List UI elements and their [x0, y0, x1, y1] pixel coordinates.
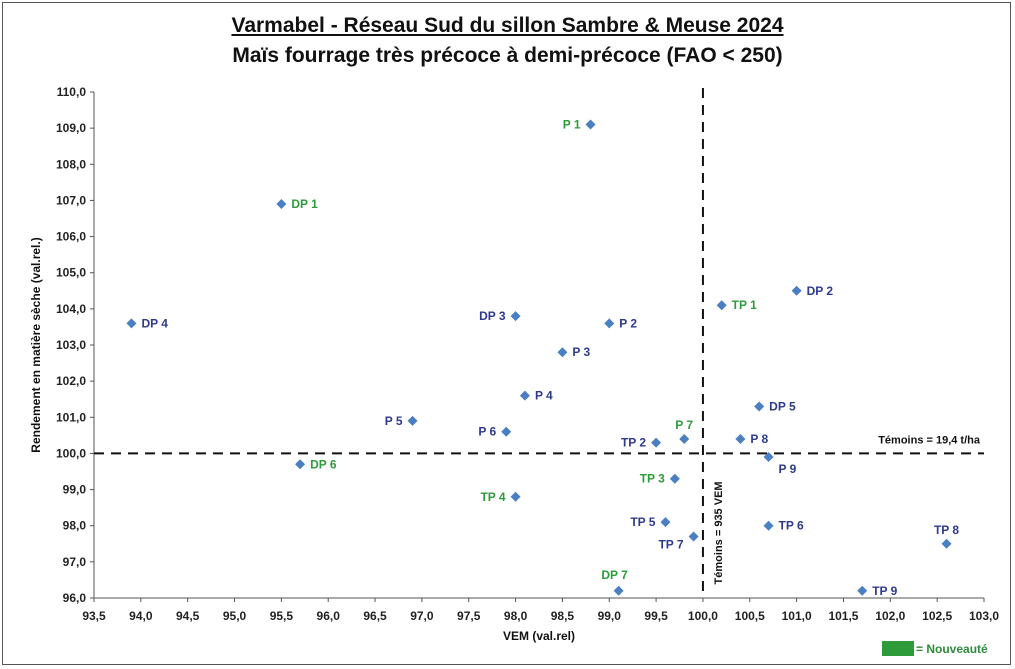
data-point-label: DP 3: [479, 309, 506, 323]
x-tick-label: 93,5: [82, 609, 106, 623]
y-tick-label: 98,0: [63, 519, 87, 533]
legend-swatch-new: [882, 641, 914, 656]
x-tick-label: 99,5: [644, 609, 668, 623]
y-tick-label: 102,0: [56, 374, 86, 388]
x-tick-label: 101,0: [782, 609, 812, 623]
reference-label-vertical: Témoins = 935 VEM: [713, 481, 725, 584]
data-point-marker: [585, 119, 596, 130]
data-point-label: DP 1: [291, 197, 318, 211]
y-axis-label: Rendement en matière sèche (val.rel.): [29, 237, 43, 452]
data-point-label: P 5: [385, 414, 403, 428]
data-point-label: TP 8: [934, 523, 959, 537]
x-tick-label: 96,5: [363, 609, 387, 623]
x-tick-label: 102,0: [875, 609, 905, 623]
x-tick-label: 101,5: [828, 609, 858, 623]
data-point-marker: [126, 318, 137, 329]
data-point-marker: [613, 585, 624, 596]
y-tick-label: 103,0: [56, 338, 86, 352]
legend-label: = Nouveauté: [916, 641, 988, 656]
data-point-label: TP 9: [872, 584, 897, 598]
data-point-label: P 1: [563, 118, 581, 132]
data-point-label: DP 5: [769, 399, 796, 413]
data-point-marker: [519, 390, 530, 401]
data-point-marker: [941, 538, 952, 549]
x-tick-label: 100,5: [735, 609, 765, 623]
y-tick-label: 110,0: [57, 85, 87, 99]
data-point-label: P 2: [619, 316, 637, 330]
legend: = Nouveauté: [882, 641, 988, 656]
data-point-marker: [763, 452, 774, 463]
data-point-marker: [679, 433, 690, 444]
data-point-marker: [716, 300, 727, 311]
x-tick-label: 103,0: [969, 609, 999, 623]
y-tick-label: 100,0: [56, 446, 86, 460]
x-tick-label: 94,0: [129, 609, 153, 623]
data-point-marker: [857, 585, 868, 596]
data-point-marker: [651, 437, 662, 448]
data-point-label: P 8: [750, 432, 768, 446]
y-tick-label: 101,0: [56, 410, 86, 424]
data-point-marker: [510, 311, 521, 322]
x-tick-label: 95,0: [223, 609, 247, 623]
x-tick-label: 94,5: [176, 609, 200, 623]
y-tick-label: 99,0: [63, 483, 87, 497]
data-point-label: TP 7: [658, 538, 683, 552]
data-point-label: P 6: [478, 425, 496, 439]
y-tick-label: 109,0: [56, 121, 86, 135]
chart-title: Varmabel - Réseau Sud du sillon Sambre &…: [231, 14, 784, 37]
data-point-marker: [295, 459, 306, 470]
x-axis-label: VEM (val.rel): [503, 629, 575, 643]
data-point-marker: [763, 520, 774, 531]
data-point-label: DP 7: [601, 568, 628, 582]
data-point-label: P 4: [535, 389, 553, 403]
data-point-marker: [407, 415, 418, 426]
x-tick-label: 95,5: [270, 609, 294, 623]
x-tick-label: 100,0: [688, 609, 718, 623]
data-point-marker: [735, 433, 746, 444]
x-tick-label: 98,5: [551, 609, 575, 623]
data-point-marker: [604, 318, 615, 329]
x-tick-label: 96,0: [317, 609, 341, 623]
data-point-label: P 9: [779, 462, 797, 476]
data-point-label: DP 4: [141, 316, 168, 330]
data-point-marker: [557, 347, 568, 358]
data-point-marker: [276, 199, 287, 210]
y-tick-label: 104,0: [56, 302, 86, 316]
x-tick-label: 98,0: [504, 609, 528, 623]
x-tick-label: 97,5: [457, 609, 481, 623]
data-point-label: TP 3: [640, 472, 665, 486]
data-point-label: P 3: [572, 345, 590, 359]
x-tick-label: 97,0: [410, 609, 434, 623]
chart-subtitle: Maïs fourrage très précoce à demi-précoc…: [232, 44, 783, 67]
data-point-label: DP 6: [310, 457, 337, 471]
data-point-label: TP 5: [630, 515, 655, 529]
data-point-label: TP 1: [732, 298, 757, 312]
y-tick-label: 106,0: [56, 230, 86, 244]
y-tick-label: 108,0: [56, 157, 86, 171]
data-point-label: DP 2: [807, 284, 834, 298]
data-point-marker: [688, 531, 699, 542]
x-tick-label: 99,0: [598, 609, 622, 623]
data-point-marker: [669, 473, 680, 484]
data-point-label: TP 6: [779, 519, 804, 533]
y-tick-label: 97,0: [63, 555, 87, 569]
data-point-marker: [510, 491, 521, 502]
data-point-label: TP 4: [480, 490, 505, 504]
data-point-marker: [791, 285, 802, 296]
y-tick-label: 105,0: [56, 266, 86, 280]
y-tick-label: 107,0: [56, 193, 86, 207]
data-point-marker: [660, 517, 671, 528]
reference-label-horizontal: Témoins = 19,4 t/ha: [878, 434, 981, 446]
data-point-label: TP 2: [621, 436, 646, 450]
data-point-marker: [754, 401, 765, 412]
y-tick-label: 96,0: [63, 591, 87, 605]
x-tick-label: 102,5: [922, 609, 952, 623]
data-point-marker: [501, 426, 512, 437]
data-point-label: P 7: [675, 418, 693, 432]
